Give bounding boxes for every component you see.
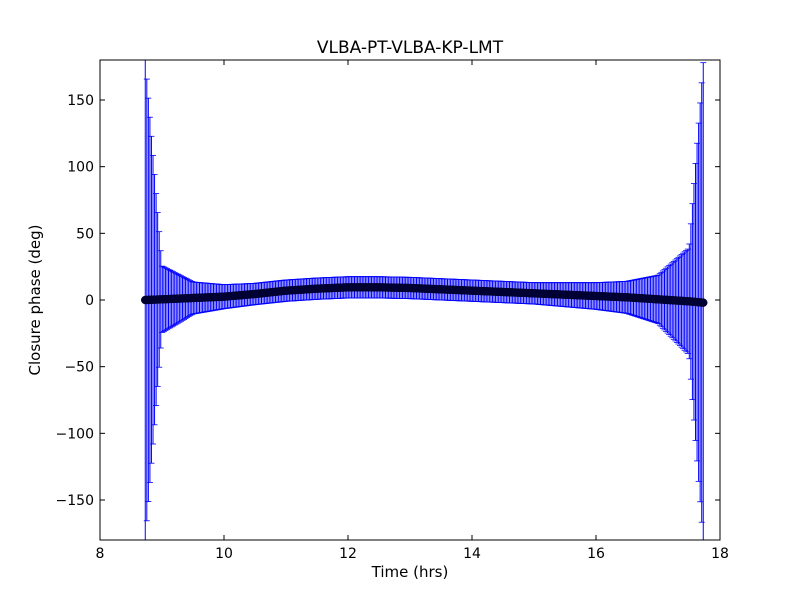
y-tick-label: 150 [67, 93, 94, 109]
data-point [699, 298, 708, 307]
x-tick-label: 14 [463, 546, 481, 562]
y-tick-label: 0 [85, 293, 94, 309]
plot-area: 8 10 12 14 16 18 −150 −100 −50 0 50 100 150 [56, 59, 729, 562]
y-tick-label: 50 [76, 226, 94, 242]
x-tick-label: 8 [96, 546, 105, 562]
x-tick-label: 18 [711, 546, 729, 562]
x-tick-label: 12 [339, 546, 357, 562]
y-tick-label: −150 [56, 493, 94, 509]
y-axis-label: Closure phase (deg) [26, 225, 44, 376]
y-tick-label: −50 [64, 360, 94, 376]
data-group [141, 60, 708, 540]
y-tick-label: −100 [56, 426, 94, 442]
y-tick-label: 100 [67, 160, 94, 176]
chart-title: VLBA-PT-VLBA-KP-LMT [317, 38, 504, 58]
x-axis-label: Time (hrs) [371, 563, 449, 581]
x-tick-label: 16 [587, 546, 605, 562]
x-tick-label: 10 [215, 546, 233, 562]
